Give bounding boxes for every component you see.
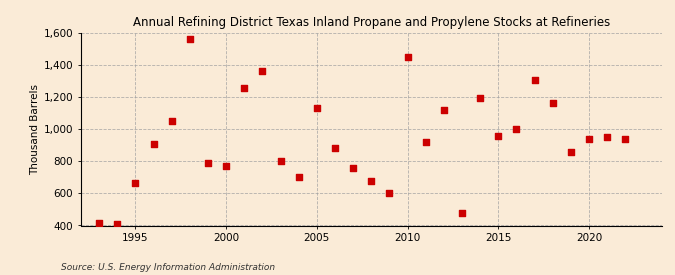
Point xyxy=(421,140,431,144)
Point xyxy=(94,221,105,225)
Point xyxy=(583,137,594,141)
Point xyxy=(275,158,286,163)
Point xyxy=(184,36,195,41)
Point xyxy=(601,135,612,139)
Point xyxy=(402,55,413,59)
Point xyxy=(239,85,250,90)
Point xyxy=(439,108,450,112)
Point xyxy=(329,146,340,151)
Point xyxy=(529,77,540,82)
Point xyxy=(166,119,177,123)
Point xyxy=(547,101,558,105)
Point xyxy=(202,161,213,165)
Point xyxy=(221,164,232,168)
Point xyxy=(456,211,467,216)
Point xyxy=(148,142,159,147)
Y-axis label: Thousand Barrels: Thousand Barrels xyxy=(30,84,40,175)
Point xyxy=(475,96,485,100)
Point xyxy=(620,137,630,141)
Title: Annual Refining District Texas Inland Propane and Propylene Stocks at Refineries: Annual Refining District Texas Inland Pr… xyxy=(132,16,610,29)
Point xyxy=(511,127,522,131)
Point xyxy=(311,105,322,110)
Point xyxy=(130,181,141,185)
Point xyxy=(566,150,576,154)
Point xyxy=(257,69,268,74)
Point xyxy=(293,174,304,179)
Point xyxy=(112,222,123,226)
Point xyxy=(493,133,504,138)
Point xyxy=(384,190,395,195)
Point xyxy=(348,166,358,170)
Text: Source: U.S. Energy Information Administration: Source: U.S. Energy Information Administ… xyxy=(61,263,275,272)
Point xyxy=(366,178,377,183)
